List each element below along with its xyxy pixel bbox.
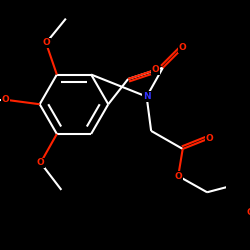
Text: O: O	[151, 66, 159, 74]
Text: N: N	[143, 92, 150, 101]
Text: O: O	[174, 172, 182, 180]
Text: O: O	[2, 95, 9, 104]
Text: O: O	[246, 208, 250, 216]
Text: O: O	[42, 38, 50, 48]
Text: O: O	[179, 44, 186, 52]
Text: O: O	[206, 134, 214, 142]
Text: O: O	[37, 158, 44, 167]
